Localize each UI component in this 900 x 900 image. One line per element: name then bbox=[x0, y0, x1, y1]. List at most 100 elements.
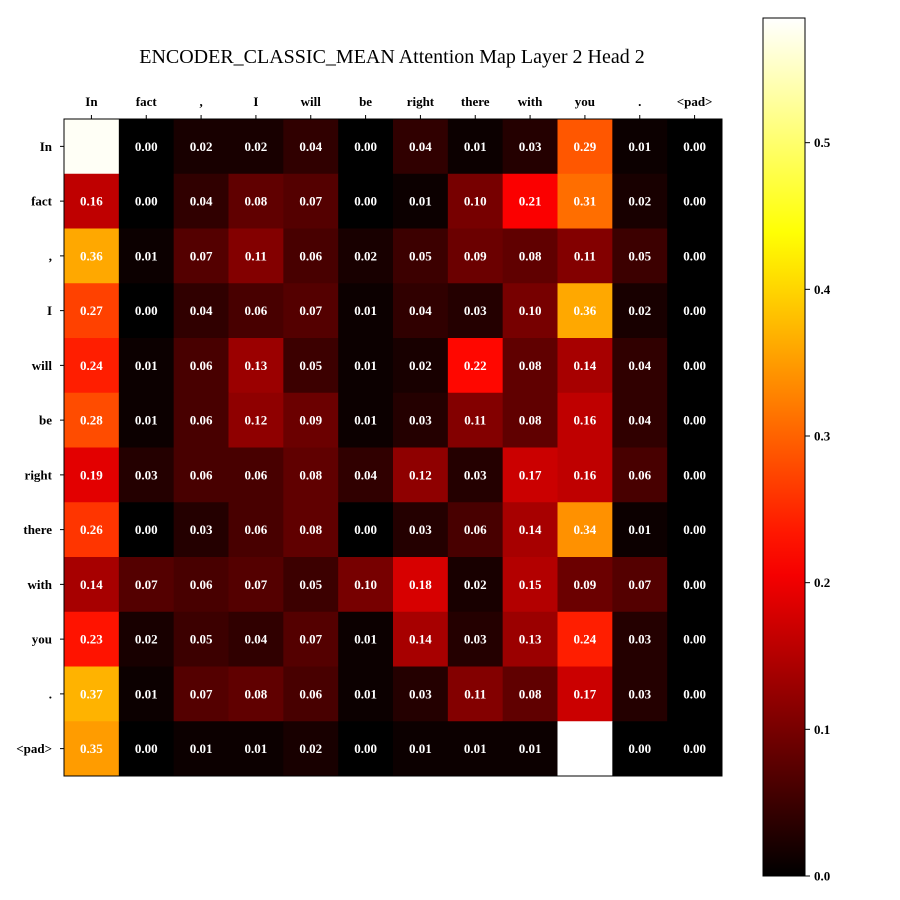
heatmap-cell bbox=[118, 173, 175, 229]
heatmap-cell bbox=[502, 392, 558, 448]
heatmap-cell bbox=[64, 721, 120, 777]
heatmap-cell bbox=[64, 228, 120, 284]
heatmap-cell bbox=[557, 611, 613, 667]
heatmap-cell bbox=[173, 173, 229, 229]
heatmap-cell bbox=[118, 228, 175, 284]
heatmap-cell bbox=[502, 557, 558, 613]
heatmap-cell bbox=[612, 447, 668, 503]
cell-value-label: 0.08 bbox=[299, 467, 322, 482]
cell-value-label: 0.26 bbox=[80, 522, 103, 537]
cell-value-label: 0.02 bbox=[628, 303, 651, 318]
cell-value-label: 0.11 bbox=[574, 248, 596, 263]
cell-value-label: 0.01 bbox=[245, 741, 268, 756]
heatmap-cell bbox=[447, 119, 504, 175]
cell-value-label: 0.01 bbox=[354, 303, 377, 318]
cell-value-label: 0.07 bbox=[299, 194, 322, 209]
cell-value-label: 0.09 bbox=[574, 577, 597, 592]
cell-value-label: 0.00 bbox=[683, 741, 706, 756]
cell-value-label: 0.00 bbox=[683, 303, 706, 318]
cell-value-label: 0.01 bbox=[409, 741, 432, 756]
cell-value-label: 0.28 bbox=[80, 413, 103, 428]
cell-value-label: 0.08 bbox=[299, 522, 322, 537]
cell-value-label: 0.06 bbox=[299, 686, 322, 701]
cell-value-label: 0.01 bbox=[628, 139, 651, 154]
heatmap-cell bbox=[612, 557, 668, 613]
heatmap-cell bbox=[447, 666, 504, 722]
heatmap-cell bbox=[667, 173, 723, 229]
heatmap-cell bbox=[612, 283, 668, 339]
cell-value-label: 0.04 bbox=[299, 139, 322, 154]
cell-value-label: 0.06 bbox=[628, 467, 651, 482]
x-tick-label: there bbox=[461, 94, 490, 109]
colorbar-tick-label: 0.2 bbox=[814, 575, 830, 590]
heatmap-cell bbox=[228, 611, 284, 667]
colorbar-tick-label: 0.5 bbox=[814, 135, 831, 150]
cell-value-label: 0.16 bbox=[574, 413, 597, 428]
heatmap-cell bbox=[557, 173, 613, 229]
cell-value-label: 0.10 bbox=[354, 577, 377, 592]
heatmap-cell bbox=[64, 447, 120, 503]
cell-value-label: 0.03 bbox=[409, 522, 432, 537]
cell-value-label: 0.00 bbox=[683, 467, 706, 482]
heatmap-cell bbox=[64, 557, 120, 613]
heatmap-cell bbox=[173, 502, 229, 558]
heatmap-cell bbox=[612, 666, 668, 722]
cell-value-label: 0.06 bbox=[299, 248, 322, 263]
heatmap-cell bbox=[502, 447, 558, 503]
heatmap-cell bbox=[173, 392, 229, 448]
cell-value-label: 0.00 bbox=[135, 139, 158, 154]
heatmap-cell bbox=[283, 611, 339, 667]
heatmap-cell bbox=[118, 447, 175, 503]
heatmap-cell bbox=[447, 447, 504, 503]
heatmap-cell bbox=[118, 502, 175, 558]
heatmap-cell bbox=[338, 119, 394, 175]
cell-value-label: 0.04 bbox=[409, 303, 432, 318]
cell-value-label: 0.01 bbox=[135, 248, 158, 263]
heatmap-cell bbox=[173, 721, 229, 777]
cell-value-label: 0.03 bbox=[135, 467, 158, 482]
cell-value-label: 0.04 bbox=[354, 467, 377, 482]
heatmap-cell bbox=[502, 502, 558, 558]
cell-value-label: 0.08 bbox=[245, 194, 268, 209]
cell-value-label: 0.13 bbox=[245, 358, 268, 373]
heatmap-frame bbox=[63, 118, 723, 777]
cell-value-label: 0.34 bbox=[574, 522, 597, 537]
x-tick-label: be bbox=[359, 94, 372, 109]
heatmap-cell bbox=[557, 666, 613, 722]
heatmap-cell bbox=[612, 173, 668, 229]
heatmap-cell bbox=[173, 283, 229, 339]
heatmap-cell bbox=[173, 228, 229, 284]
cell-value-label: 0.08 bbox=[519, 248, 542, 263]
heatmap-cell bbox=[612, 502, 668, 558]
heatmap-cell bbox=[393, 228, 449, 284]
cell-value-label: 0.03 bbox=[464, 467, 487, 482]
cell-value-label: 0.31 bbox=[574, 194, 597, 209]
cell-value-label: 0.12 bbox=[409, 467, 432, 482]
heatmap-cell bbox=[557, 502, 613, 558]
cell-value-label: 0.12 bbox=[245, 413, 268, 428]
heatmap-cell bbox=[283, 173, 339, 229]
cell-value-label: 0.05 bbox=[299, 577, 322, 592]
cell-value-label: 0.02 bbox=[464, 577, 487, 592]
cell-value-label: 0.04 bbox=[628, 358, 651, 373]
colorbar-gradient bbox=[762, 17, 806, 877]
x-tick-label: . bbox=[638, 94, 641, 109]
heatmap-cell bbox=[173, 338, 229, 394]
cell-value-label: 0.06 bbox=[464, 522, 487, 537]
cell-value-label: 0.01 bbox=[354, 358, 377, 373]
cell-value-label: 0.06 bbox=[190, 413, 213, 428]
chart-title: ENCODER_CLASSIC_MEAN Attention Map Layer… bbox=[139, 46, 645, 68]
cell-value-label: 0.14 bbox=[519, 522, 542, 537]
cell-value-label: 0.09 bbox=[464, 248, 487, 263]
heatmap-cell bbox=[64, 283, 120, 339]
cell-value-label: 0.07 bbox=[245, 577, 268, 592]
heatmap-cell-labels: 0.00 0.02 0.02 0.04 0.00 0.04 0.01 0.03 0.29 0.01… bbox=[80, 139, 706, 756]
heatmap-cell bbox=[557, 557, 613, 613]
cell-value-label: 0.02 bbox=[245, 139, 268, 154]
heatmap-cell bbox=[283, 557, 339, 613]
heatmap-cell bbox=[393, 557, 449, 613]
colorbar-tick-label: 0.3 bbox=[814, 429, 831, 444]
heatmap-cell bbox=[667, 721, 723, 777]
